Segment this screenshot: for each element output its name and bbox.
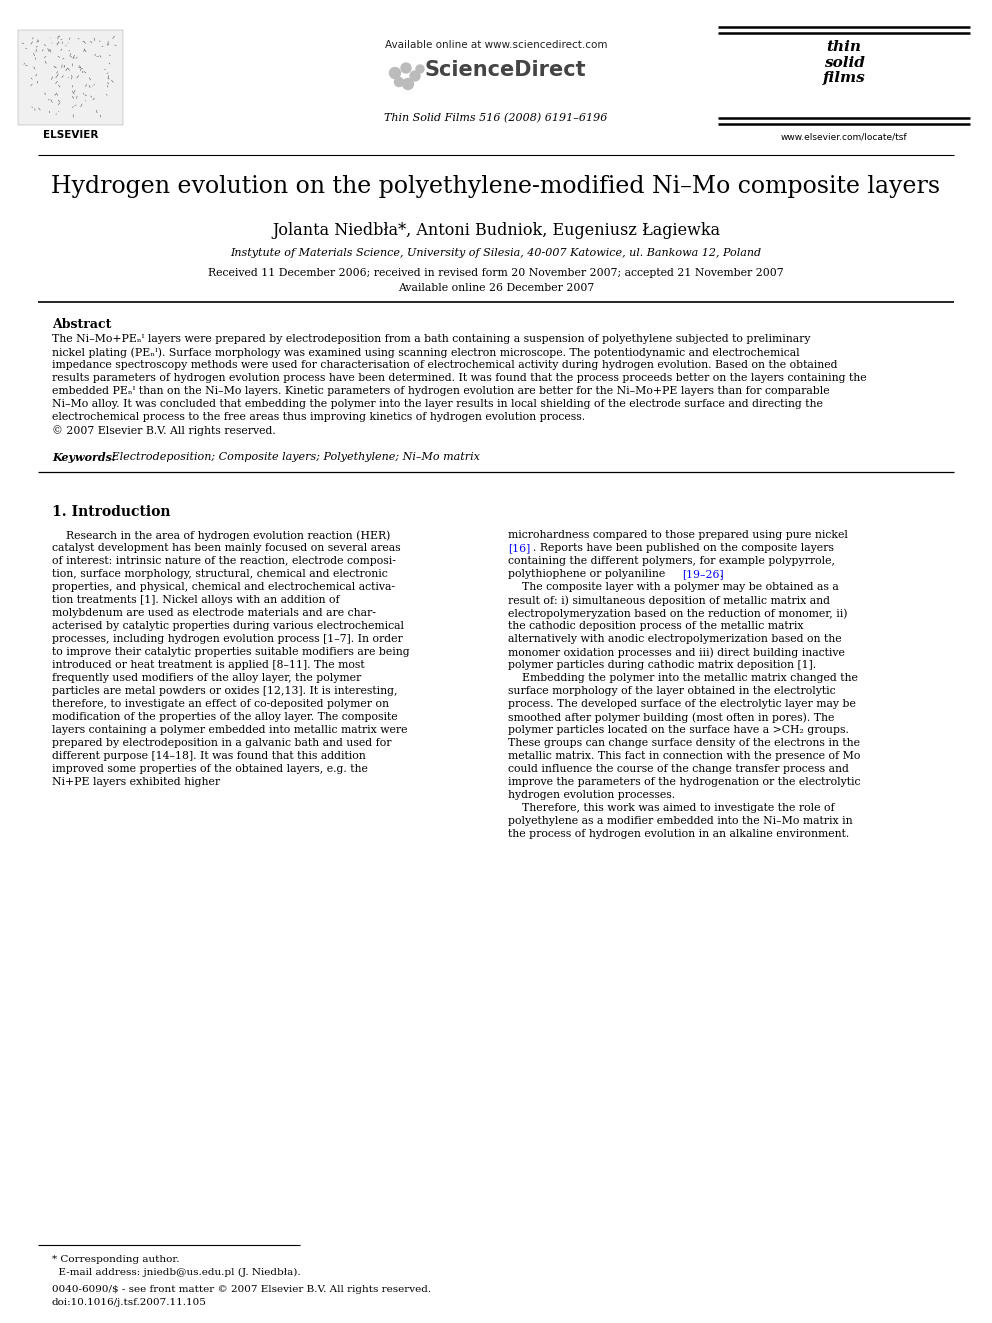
- Text: E-mail address: jniedb@us.edu.pl (J. Niedbła).: E-mail address: jniedb@us.edu.pl (J. Nie…: [52, 1267, 301, 1277]
- Text: modification of the properties of the alloy layer. The composite: modification of the properties of the al…: [52, 712, 398, 722]
- Text: acterised by catalytic properties during various electrochemical: acterised by catalytic properties during…: [52, 620, 404, 631]
- Text: monomer oxidation processes and iii) direct building inactive: monomer oxidation processes and iii) dir…: [508, 647, 845, 658]
- Text: different purpose [14–18]. It was found that this addition: different purpose [14–18]. It was found …: [52, 751, 366, 761]
- Text: result of: i) simultaneous deposition of metallic matrix and: result of: i) simultaneous deposition of…: [508, 595, 830, 606]
- Text: Research in the area of hydrogen evolution reaction (HER): Research in the area of hydrogen evoluti…: [52, 531, 391, 541]
- Text: surface morphology of the layer obtained in the electrolytic: surface morphology of the layer obtained…: [508, 687, 835, 696]
- Text: Ni+PE layers exhibited higher: Ni+PE layers exhibited higher: [52, 777, 220, 787]
- Text: introduced or heat treatment is applied [8–11]. The most: introduced or heat treatment is applied …: [52, 660, 365, 669]
- Text: Keywords:: Keywords:: [52, 452, 116, 463]
- Text: improve the parameters of the hydrogenation or the electrolytic: improve the parameters of the hydrogenat…: [508, 777, 860, 787]
- Text: Hydrogen evolution on the polyethylene-modified Ni–Mo composite layers: Hydrogen evolution on the polyethylene-m…: [52, 175, 940, 198]
- Text: [16]: [16]: [508, 542, 531, 553]
- Text: the cathodic deposition process of the metallic matrix: the cathodic deposition process of the m…: [508, 620, 804, 631]
- Text: Therefore, this work was aimed to investigate the role of: Therefore, this work was aimed to invest…: [508, 803, 834, 814]
- Text: ScienceDirect: ScienceDirect: [425, 60, 586, 79]
- Circle shape: [395, 78, 404, 86]
- Text: layers containing a polymer embedded into metallic matrix were: layers containing a polymer embedded int…: [52, 725, 408, 736]
- Circle shape: [401, 64, 411, 73]
- Text: ELSEVIER: ELSEVIER: [43, 130, 98, 140]
- Circle shape: [416, 65, 424, 73]
- Text: hydrogen evolution processes.: hydrogen evolution processes.: [508, 790, 676, 800]
- Text: polymer particles during cathodic matrix deposition [1].: polymer particles during cathodic matrix…: [508, 660, 816, 669]
- Text: * Corresponding author.: * Corresponding author.: [52, 1256, 180, 1263]
- Text: Electrodeposition; Composite layers; Polyethylene; Ni–Mo matrix: Electrodeposition; Composite layers; Pol…: [108, 452, 480, 462]
- Text: the process of hydrogen evolution in an alkaline environment.: the process of hydrogen evolution in an …: [508, 830, 849, 839]
- Text: Jolanta Niedbła*, Antoni Budniok, Eugeniusz Łagiewka: Jolanta Niedbła*, Antoni Budniok, Eugeni…: [272, 222, 720, 239]
- Text: Received 11 December 2006; received in revised form 20 November 2007; accepted 2: Received 11 December 2006; received in r…: [208, 269, 784, 278]
- Text: [19–26]: [19–26]: [682, 569, 723, 579]
- Text: Available online at www.sciencedirect.com: Available online at www.sciencedirect.co…: [385, 40, 607, 50]
- Text: 0040-6090/$ - see front matter © 2007 Elsevier B.V. All rights reserved.: 0040-6090/$ - see front matter © 2007 El…: [52, 1285, 432, 1294]
- Text: of interest: intrinsic nature of the reaction, electrode composi-: of interest: intrinsic nature of the rea…: [52, 556, 396, 566]
- Text: Available online 26 December 2007: Available online 26 December 2007: [398, 283, 594, 292]
- Text: The composite layer with a polymer may be obtained as a: The composite layer with a polymer may b…: [508, 582, 839, 591]
- Text: The Ni–Mo+PEₙᴵ layers were prepared by electrodeposition from a bath containing : The Ni–Mo+PEₙᴵ layers were prepared by e…: [52, 333, 810, 344]
- Text: properties, and physical, chemical and electrochemical activa-: properties, and physical, chemical and e…: [52, 582, 395, 591]
- Text: alternatively with anodic electropolymerization based on the: alternatively with anodic electropolymer…: [508, 634, 841, 644]
- Text: containing the different polymers, for example polypyrrole,: containing the different polymers, for e…: [508, 556, 835, 566]
- Text: therefore, to investigate an effect of co-deposited polymer on: therefore, to investigate an effect of c…: [52, 699, 389, 709]
- Text: www.elsevier.com/locate/tsf: www.elsevier.com/locate/tsf: [781, 132, 908, 142]
- Text: improved some properties of the obtained layers, e.g. the: improved some properties of the obtained…: [52, 763, 368, 774]
- Text: microhardness compared to those prepared using pure nickel: microhardness compared to those prepared…: [508, 531, 848, 540]
- Text: molybdenum are used as electrode materials and are char-: molybdenum are used as electrode materia…: [52, 609, 376, 618]
- Text: tion, surface morphology, structural, chemical and electronic: tion, surface morphology, structural, ch…: [52, 569, 388, 579]
- Text: Instytute of Materials Science, University of Silesia, 40-007 Katowice, ul. Bank: Instytute of Materials Science, Universi…: [230, 247, 762, 258]
- Text: catalyst development has been mainly focused on several areas: catalyst development has been mainly foc…: [52, 542, 401, 553]
- Text: could influence the course of the change transfer process and: could influence the course of the change…: [508, 763, 849, 774]
- Text: . Reports have been published on the composite layers: . Reports have been published on the com…: [533, 542, 834, 553]
- Text: thin
solid
films: thin solid films: [822, 40, 865, 85]
- Text: These groups can change surface density of the electrons in the: These groups can change surface density …: [508, 738, 860, 747]
- Text: metallic matrix. This fact in connection with the presence of Mo: metallic matrix. This fact in connection…: [508, 751, 860, 761]
- Text: process. The developed surface of the electrolytic layer may be: process. The developed surface of the el…: [508, 699, 856, 709]
- Text: electrochemical process to the free areas thus improving kinetics of hydrogen ev: electrochemical process to the free area…: [52, 411, 585, 422]
- Circle shape: [410, 71, 420, 81]
- Bar: [18, 30, 123, 124]
- Text: Ni–Mo alloy. It was concluded that embedding the polymer into the layer results : Ni–Mo alloy. It was concluded that embed…: [52, 400, 823, 409]
- Text: prepared by electrodeposition in a galvanic bath and used for: prepared by electrodeposition in a galva…: [52, 738, 392, 747]
- Text: Thin Solid Films 516 (2008) 6191–6196: Thin Solid Films 516 (2008) 6191–6196: [384, 112, 608, 123]
- Text: impedance spectroscopy methods were used for characterisation of electrochemical: impedance spectroscopy methods were used…: [52, 360, 837, 370]
- Text: smoothed after polymer building (most often in pores). The: smoothed after polymer building (most of…: [508, 712, 834, 722]
- Text: frequently used modifiers of the alloy layer, the polymer: frequently used modifiers of the alloy l…: [52, 673, 361, 683]
- Text: 1. Introduction: 1. Introduction: [52, 505, 171, 519]
- Text: electropolymeryzation based on the reduction of monomer, ii): electropolymeryzation based on the reduc…: [508, 609, 847, 619]
- Text: tion treatments [1]. Nickel alloys with an addition of: tion treatments [1]. Nickel alloys with …: [52, 595, 339, 605]
- Text: polythiophene or polyaniline: polythiophene or polyaniline: [508, 569, 669, 579]
- Text: particles are metal powders or oxides [12,13]. It is interesting,: particles are metal powders or oxides [1…: [52, 687, 398, 696]
- Text: Abstract: Abstract: [52, 318, 111, 331]
- Text: results parameters of hydrogen evolution process have been determined. It was fo: results parameters of hydrogen evolution…: [52, 373, 867, 382]
- Text: Embedding the polymer into the metallic matrix changed the: Embedding the polymer into the metallic …: [508, 673, 858, 683]
- Text: nickel plating (PEₙᴵ). Surface morphology was examined using scanning electron m: nickel plating (PEₙᴵ). Surface morpholog…: [52, 347, 800, 357]
- Text: doi:10.1016/j.tsf.2007.11.105: doi:10.1016/j.tsf.2007.11.105: [52, 1298, 207, 1307]
- Text: processes, including hydrogen evolution process [1–7]. In order: processes, including hydrogen evolution …: [52, 634, 403, 644]
- Circle shape: [390, 67, 401, 78]
- Text: polymer particles located on the surface have a >CH₂ groups.: polymer particles located on the surface…: [508, 725, 849, 736]
- Text: .: .: [720, 569, 723, 579]
- Text: to improve their catalytic properties suitable modifiers are being: to improve their catalytic properties su…: [52, 647, 410, 658]
- Text: embedded PEₙᴵ than on the Ni–Mo layers. Kinetic parameters of hydrogen evolution: embedded PEₙᴵ than on the Ni–Mo layers. …: [52, 386, 829, 396]
- Circle shape: [403, 78, 414, 90]
- Text: © 2007 Elsevier B.V. All rights reserved.: © 2007 Elsevier B.V. All rights reserved…: [52, 425, 276, 435]
- Text: polyethylene as a modifier embedded into the Ni–Mo matrix in: polyethylene as a modifier embedded into…: [508, 816, 853, 826]
